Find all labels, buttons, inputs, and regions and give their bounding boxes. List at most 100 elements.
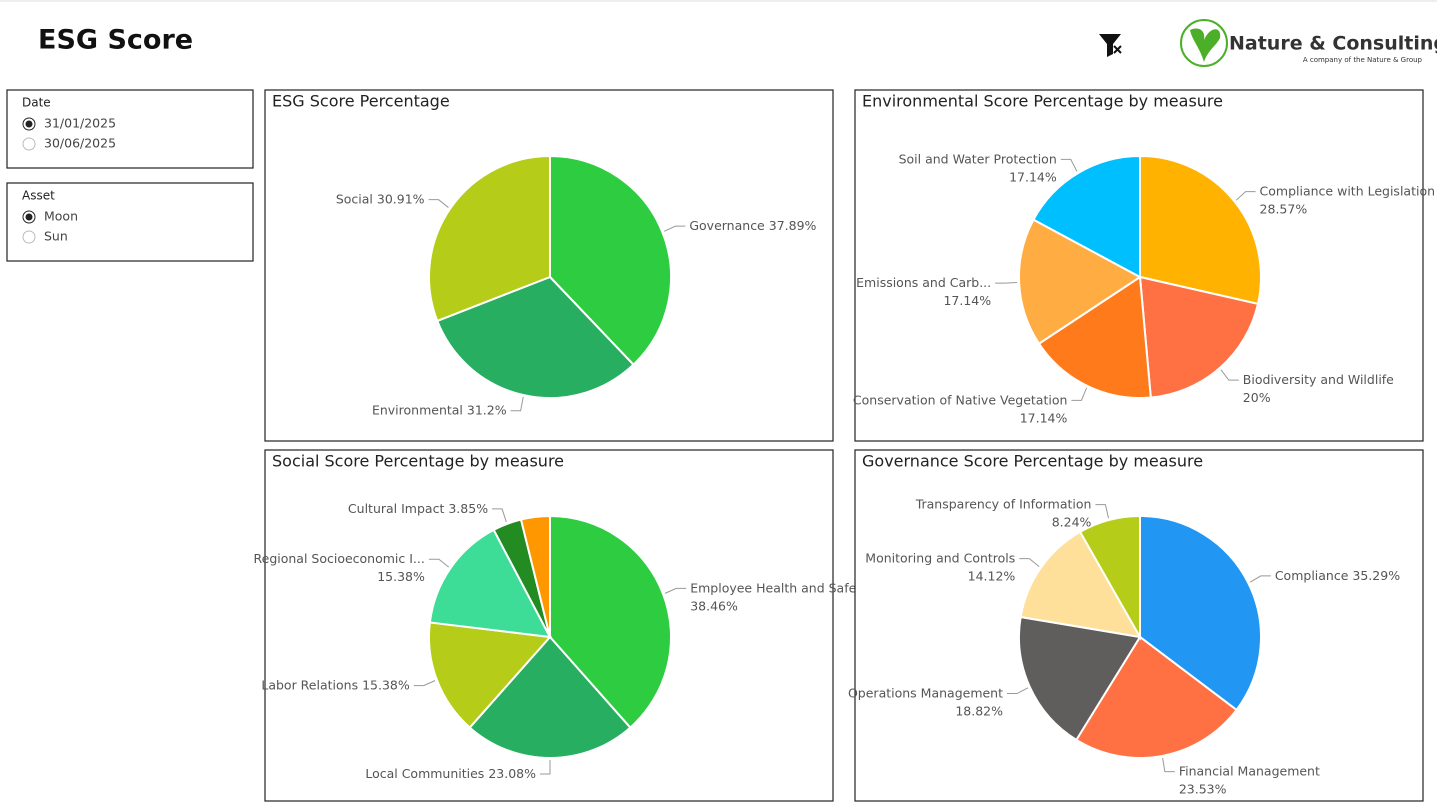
- leader-line: [1019, 558, 1040, 567]
- leader-line: [428, 199, 449, 208]
- label-value: 35.29%: [1352, 567, 1400, 582]
- leader-line: [540, 760, 551, 775]
- logo: Nature & Consulting A company of the Nat…: [1180, 19, 1437, 67]
- leader-line: [1249, 575, 1271, 583]
- leader-line: [1162, 757, 1175, 773]
- pie-slice: [549, 154, 672, 367]
- slicer-option[interactable]: 31/01/2025: [44, 116, 116, 131]
- page-title: ESG Score: [38, 25, 193, 56]
- logo-text: Nature & Consulting: [1229, 33, 1437, 55]
- label-name: Social: [336, 191, 373, 206]
- slicer-box: [6, 89, 254, 169]
- label-name: Local Communities: [365, 766, 484, 781]
- leader-line: [1220, 369, 1239, 381]
- data-label: Biodiversity and Wildlife 20%: [1243, 372, 1394, 405]
- pie-slice: [428, 528, 552, 639]
- clear-filters-icon[interactable]: [1099, 34, 1122, 57]
- data-label: Conservation of Native Vegetation 17.14%: [853, 392, 1068, 425]
- pie-slice: [435, 275, 635, 399]
- slicer-option[interactable]: Moon: [44, 209, 78, 224]
- leader-line: [664, 587, 687, 594]
- leader-line: [428, 558, 450, 568]
- label-value: 15.38%: [377, 569, 425, 584]
- leader-line: [1095, 504, 1110, 519]
- label-value: 18.82%: [955, 703, 1003, 718]
- label-value: 8.24%: [1052, 514, 1092, 529]
- label-name: Conservation of Native Vegetation: [853, 392, 1067, 407]
- pie-slice: [468, 635, 632, 759]
- leader-line: [1071, 387, 1088, 401]
- label-value: 15.38%: [362, 677, 410, 692]
- slicer-title: Asset: [22, 189, 55, 203]
- data-label: Employee Health and Safety 38.46%: [690, 580, 869, 613]
- label-name: Employee Health and Safety: [690, 580, 869, 595]
- label-value: 17.14%: [1009, 169, 1057, 184]
- pie-slice: [1138, 275, 1260, 399]
- data-label: Monitoring and Controls 14.12%: [865, 550, 1015, 583]
- pie-slice: [519, 514, 551, 638]
- label-name: Regional Socioeconomic I...: [254, 551, 425, 566]
- label-value: 17.14%: [943, 293, 991, 308]
- label-value: 23.08%: [488, 766, 536, 781]
- data-label: Operations Management 18.82%: [848, 685, 1003, 718]
- pie-slice: [1074, 635, 1238, 759]
- label-value: 3.85%: [448, 500, 488, 515]
- slicer-option[interactable]: Sun: [44, 229, 68, 244]
- data-label: Environmental 31.2%: [372, 402, 507, 417]
- data-label: Soil and Water Protection 17.14%: [899, 151, 1057, 184]
- data-label: Compliance with Legislation 28.57%: [1260, 183, 1435, 216]
- chart-title: Social Score Percentage by measure: [272, 452, 564, 471]
- label-value: 31.2%: [467, 402, 507, 417]
- chart-title: Governance Score Percentage by measure: [862, 452, 1203, 471]
- label-value: 20%: [1243, 390, 1271, 405]
- data-label: Social 30.91%: [336, 191, 425, 206]
- data-label: Transparency of Information 8.24%: [915, 496, 1092, 529]
- data-label: Regional Socioeconomic I... 15.38%: [254, 551, 425, 584]
- pie-slice: [1139, 514, 1262, 712]
- data-label: Local Communities 23.08%: [365, 766, 536, 781]
- pie-slice: [1078, 514, 1141, 641]
- leader-line: [995, 282, 1018, 284]
- label-value: 38.46%: [690, 598, 738, 613]
- label-name: Operations Management: [848, 685, 1003, 700]
- slicer-option[interactable]: 30/06/2025: [44, 136, 116, 151]
- label-name: Emissions and Carb...: [856, 275, 991, 290]
- label-name: Cultural Impact: [348, 500, 445, 515]
- pie-slice: [1032, 154, 1141, 279]
- leader-line: [413, 680, 436, 687]
- data-label: Labor Relations 15.38%: [261, 677, 410, 692]
- label-name: Soil and Water Protection: [899, 151, 1057, 166]
- data-label: Compliance 35.29%: [1275, 567, 1400, 582]
- label-value: 37.89%: [769, 218, 817, 233]
- pie-slice: [428, 154, 551, 323]
- pie-slice: [1037, 275, 1152, 399]
- chart-title: Environmental Score Percentage by measur…: [862, 92, 1223, 111]
- data-label: Financial Management 23.53%: [1179, 763, 1320, 796]
- data-label: Cultural Impact 3.85%: [348, 500, 488, 515]
- pie-slice: [428, 621, 553, 729]
- leader-line: [1060, 158, 1078, 172]
- label-name: Transparency of Information: [915, 496, 1092, 511]
- leader-line: [492, 508, 507, 523]
- radio-button[interactable]: [22, 137, 36, 151]
- radio-dot: [25, 120, 33, 128]
- leader-line: [1235, 191, 1256, 201]
- label-value: 23.53%: [1179, 781, 1227, 796]
- label-name: Governance: [689, 218, 765, 233]
- label-value: 30.91%: [377, 191, 425, 206]
- pie-slice: [1018, 218, 1142, 346]
- leader-line: [1007, 687, 1029, 695]
- leader-line: [663, 225, 686, 232]
- pie-slice: [1018, 615, 1142, 742]
- label-name: Environmental: [372, 402, 463, 417]
- radio-dot: [25, 213, 33, 221]
- chart-title: ESG Score Percentage: [272, 92, 450, 111]
- label-name: Labor Relations: [261, 677, 358, 692]
- pie-slice: [549, 514, 672, 729]
- data-label: Governance 37.89%: [689, 218, 816, 233]
- radio-button[interactable]: [22, 230, 36, 244]
- data-label: Emissions and Carb... 17.14%: [856, 275, 991, 308]
- slicer-title: Date: [22, 96, 51, 110]
